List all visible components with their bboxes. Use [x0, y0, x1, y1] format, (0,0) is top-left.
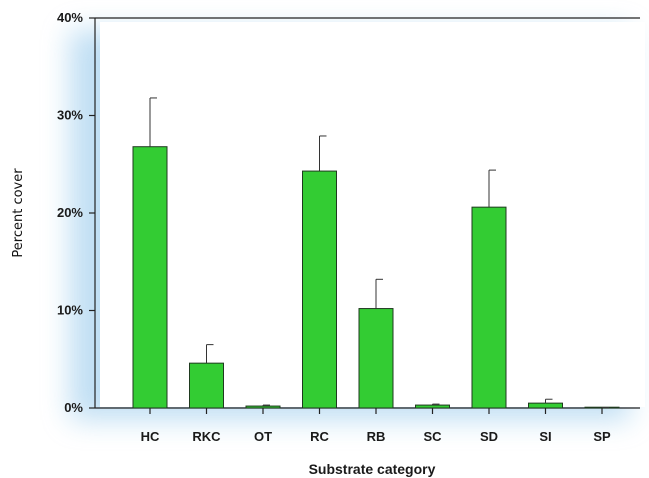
x-tick-label-rc: RC [310, 429, 329, 444]
x-tick-label-sc: SC [423, 429, 442, 444]
x-tick-label-rb: RB [367, 429, 386, 444]
bar-sc [415, 404, 450, 409]
y-tick-label: 10% [57, 303, 83, 318]
y-ticks: 0% 10% 20% 30% 40% [57, 10, 95, 415]
bar-rb [358, 308, 394, 409]
y-tick-label: 40% [57, 10, 83, 25]
y-tick-label: 30% [57, 108, 83, 123]
bar-sd [471, 206, 507, 409]
error-bars [149, 97, 609, 409]
bar-ot [245, 405, 281, 409]
x-ticks: HC RKC OT RC RB SC SD SI SP [141, 408, 611, 444]
x-tick-label-si: SI [539, 429, 551, 444]
x-tick-label-rkc: RKC [192, 429, 221, 444]
y-tick-label: 20% [57, 205, 83, 220]
bar-rc [302, 170, 337, 409]
bars [132, 146, 620, 409]
bar-hc [132, 146, 168, 409]
y-tick-label: 0% [64, 400, 83, 415]
x-tick-label-ot: OT [254, 429, 272, 444]
bar-si [528, 402, 563, 409]
y-axis-label: Percent cover [11, 168, 26, 258]
bar-rkc [189, 362, 224, 409]
x-tick-label-sd: SD [480, 429, 498, 444]
x-axis-label: Substrate category [309, 461, 436, 477]
x-tick-label-hc: HC [141, 429, 160, 444]
x-tick-label-sp: SP [593, 429, 611, 444]
